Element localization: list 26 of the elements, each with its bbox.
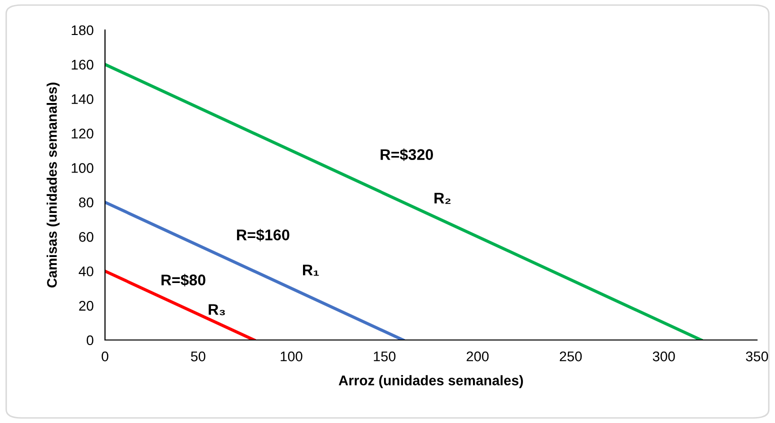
x-tick-label: 350	[746, 351, 768, 362]
annotation: R=$320	[380, 148, 433, 161]
series-label: R₁	[303, 264, 319, 276]
y-tick-label: 140	[72, 94, 94, 104]
x-tick-label: 300	[652, 351, 675, 362]
series-label: R₂	[434, 192, 451, 204]
x-tick-label: 200	[466, 351, 489, 362]
y-tick-label: 120	[72, 128, 94, 139]
x-tick-label: 100	[280, 351, 302, 362]
y-tick-label: 80	[79, 198, 94, 208]
y-tick-label: 0	[86, 335, 94, 346]
x-axis-title: Arroz (unidades semanales)	[338, 375, 523, 388]
x-tick-label: 150	[374, 351, 396, 362]
x-tick-label: 50	[190, 351, 206, 362]
y-tick-label: 20	[79, 300, 94, 311]
series-label: R₃	[208, 304, 225, 316]
y-tick-label: 100	[72, 163, 94, 173]
x-tick-label: 250	[560, 351, 582, 362]
y-tick-label: 40	[78, 266, 94, 276]
y-tick-label: 180	[72, 25, 94, 36]
annotation: R=$80	[162, 274, 206, 286]
y-tick-label: 160	[72, 60, 94, 70]
annotation: R=$160	[237, 228, 290, 242]
x-tick-label: 0	[102, 351, 108, 362]
y-axis-title: Camisas (unidades semanales)	[46, 82, 60, 288]
y-tick-label: 60	[79, 232, 94, 242]
